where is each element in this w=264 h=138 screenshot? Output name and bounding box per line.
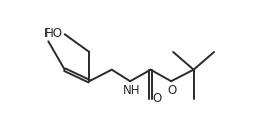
Text: O: O bbox=[167, 84, 177, 97]
Text: O: O bbox=[153, 91, 162, 104]
Text: NH: NH bbox=[122, 84, 140, 97]
Text: HO: HO bbox=[45, 27, 63, 40]
Text: F: F bbox=[44, 27, 51, 40]
